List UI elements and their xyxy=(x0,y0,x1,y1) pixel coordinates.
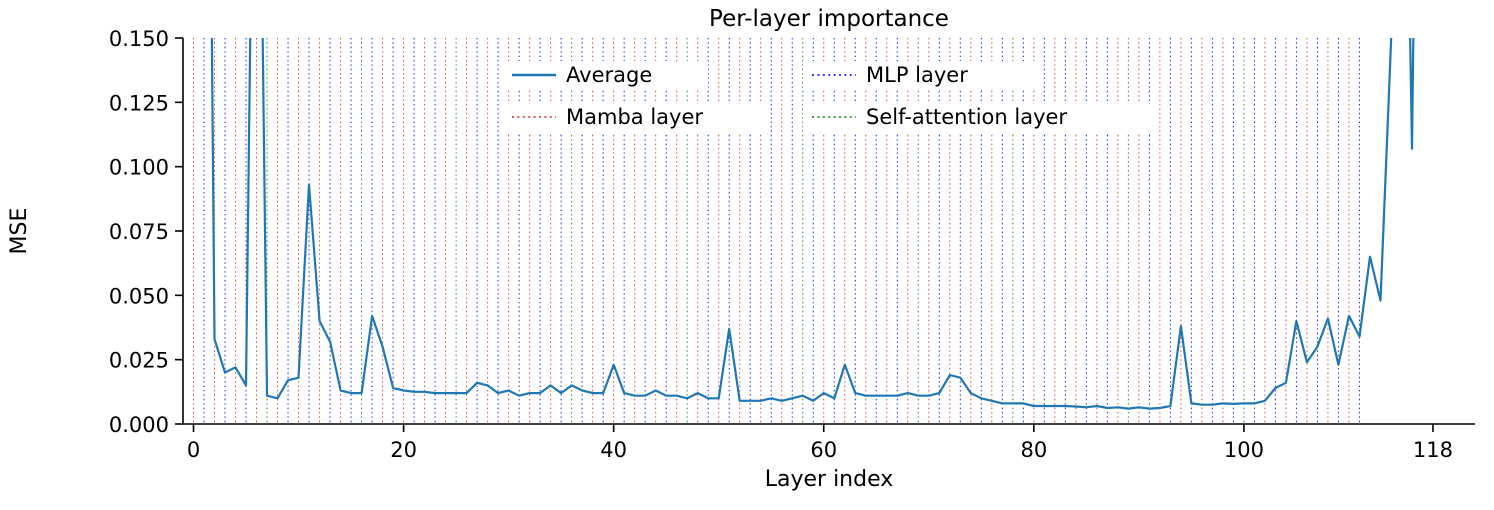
y-axis-ticks: 0.000 0.025 0.050 0.075 0.100 0.125 0.150 xyxy=(109,27,183,437)
x-tick-label: 60 xyxy=(810,438,837,462)
legend-label-mlp: MLP layer xyxy=(866,63,968,87)
y-axis-label: MSE xyxy=(7,208,32,255)
legend-entry-average: Average xyxy=(512,63,652,87)
y-tick-label: 0.075 xyxy=(109,220,169,244)
x-axis-label: Layer index xyxy=(765,467,894,492)
legend: Average Mamba layer MLP layer Self-atten… xyxy=(503,61,1151,132)
x-tick-label: 20 xyxy=(390,438,417,462)
average-line-group xyxy=(210,38,1415,410)
legend-entry-mlp: MLP layer xyxy=(812,63,968,87)
legend-label-average: Average xyxy=(566,63,652,87)
x-axis-ticks: 0 20 40 60 80 100 118 xyxy=(187,424,1453,462)
chart-title: Per-layer importance xyxy=(709,6,949,32)
x-tick-label: 100 xyxy=(1224,438,1264,462)
y-tick-label: 0.100 xyxy=(109,156,169,180)
legend-entry-attention: Self-attention layer xyxy=(812,105,1067,129)
legend-label-mamba: Mamba layer xyxy=(566,105,703,129)
x-tick-label: 118 xyxy=(1413,438,1453,462)
y-tick-label: 0.125 xyxy=(109,91,169,115)
legend-entry-bg xyxy=(803,103,1151,132)
axes-spines xyxy=(182,38,1475,425)
y-tick-label: 0.150 xyxy=(109,27,169,51)
y-tick-label: 0.000 xyxy=(109,413,169,437)
legend-entry-bg xyxy=(803,61,1043,90)
average-line xyxy=(210,38,1415,410)
legend-entry-bg xyxy=(503,103,765,132)
legend-entry-mamba: Mamba layer xyxy=(512,105,703,129)
y-tick-label: 0.050 xyxy=(109,284,169,308)
x-tick-label: 0 xyxy=(187,438,200,462)
legend-label-attention: Self-attention layer xyxy=(866,105,1067,129)
x-tick-label: 40 xyxy=(600,438,627,462)
x-tick-label: 80 xyxy=(1020,438,1047,462)
layer-type-lines xyxy=(193,38,1360,424)
y-tick-label: 0.025 xyxy=(109,349,169,373)
